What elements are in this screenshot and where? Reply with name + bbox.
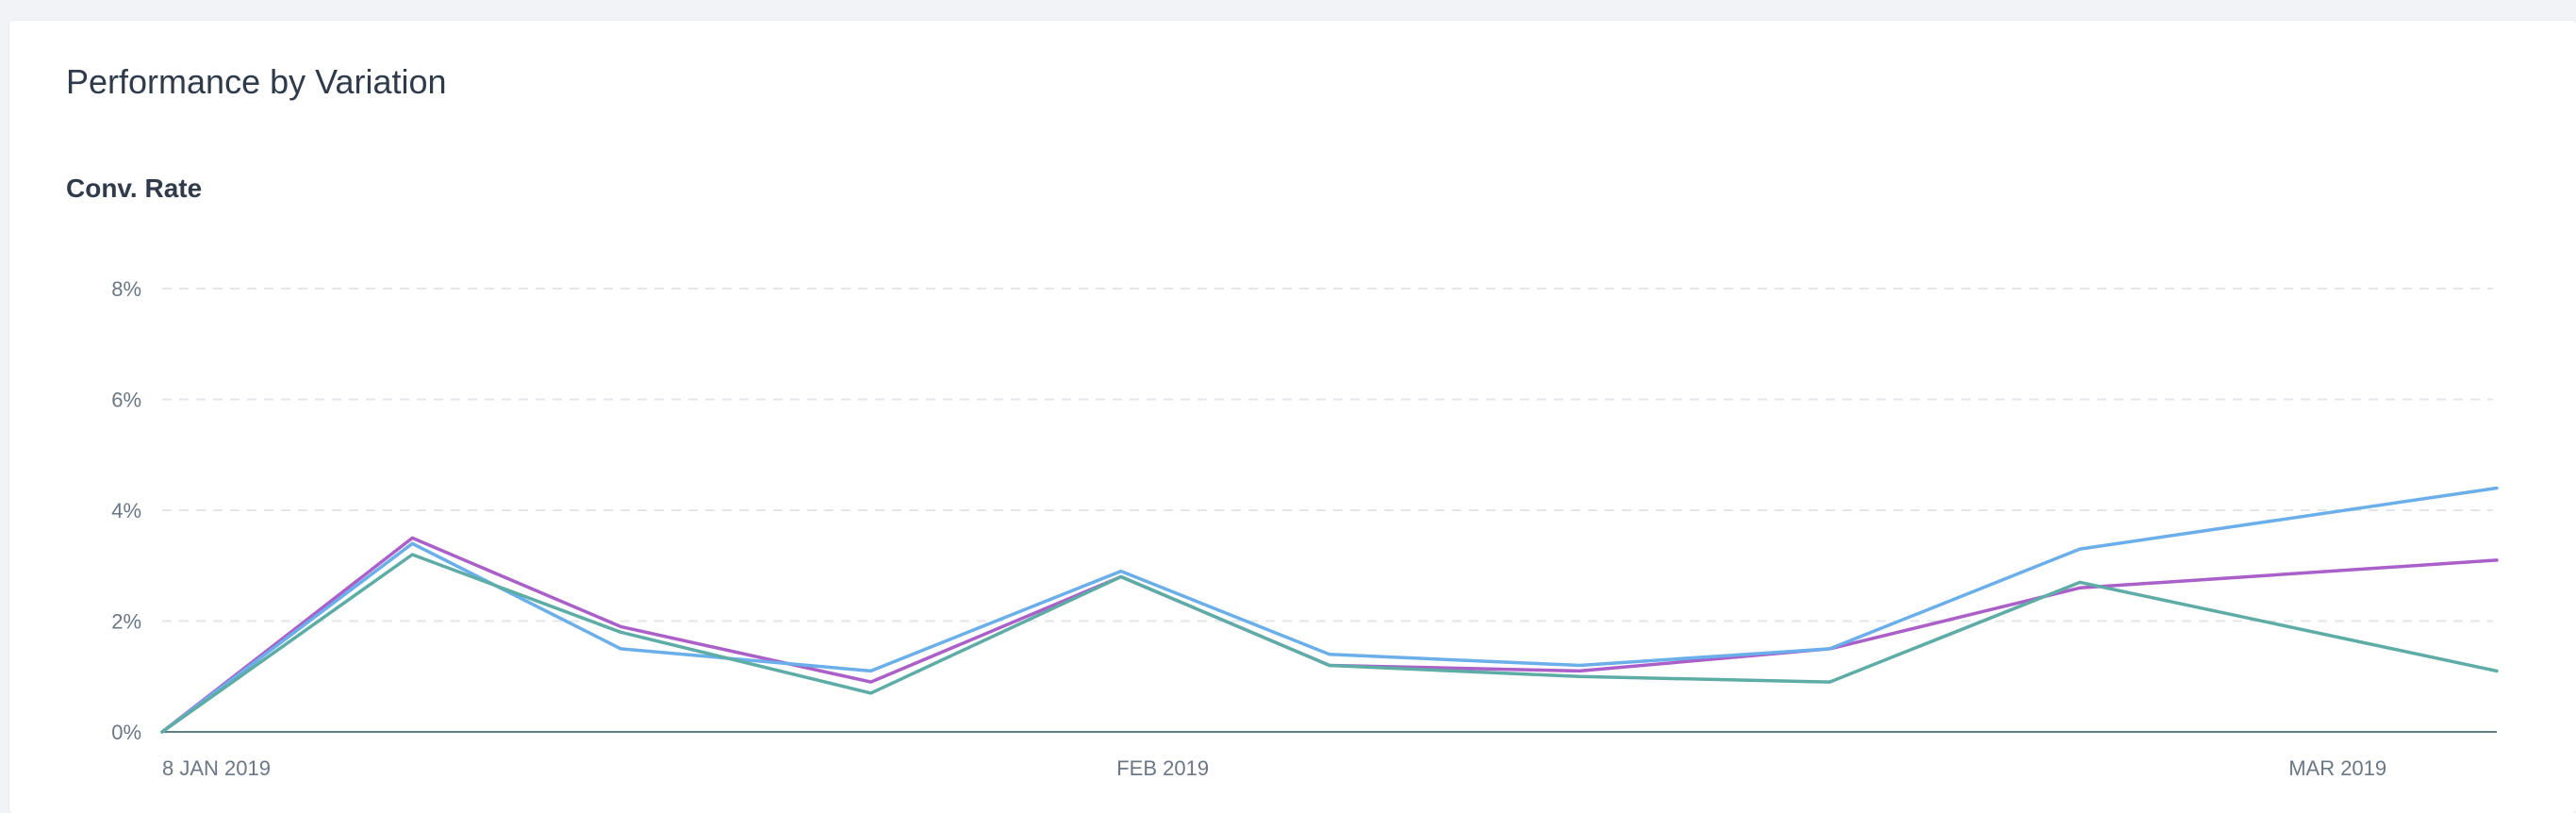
y-tick-label: 8%	[111, 277, 141, 301]
x-tick-label: 8 JAN 2019	[162, 756, 271, 780]
conversion-rate-chart: 0% 2% 4% 6% 8% 8 JAN 2019 FEB 2019 MAR 2019	[0, 0, 2576, 796]
y-axis: 0% 2% 4% 6% 8%	[111, 277, 141, 744]
y-tick-label: 6%	[111, 389, 141, 412]
series-line-2[interactable]	[162, 489, 2497, 733]
chart-gridlines	[162, 289, 2493, 622]
y-tick-label: 0%	[111, 721, 141, 744]
series-line-1[interactable]	[162, 538, 2497, 732]
x-tick-label: MAR 2019	[2288, 756, 2386, 780]
y-tick-label: 2%	[111, 610, 141, 634]
y-tick-label: 4%	[111, 499, 141, 523]
x-axis: 8 JAN 2019 FEB 2019 MAR 2019	[162, 732, 2497, 780]
x-tick-label: FEB 2019	[1116, 756, 1209, 780]
chart-series	[162, 488, 2497, 732]
